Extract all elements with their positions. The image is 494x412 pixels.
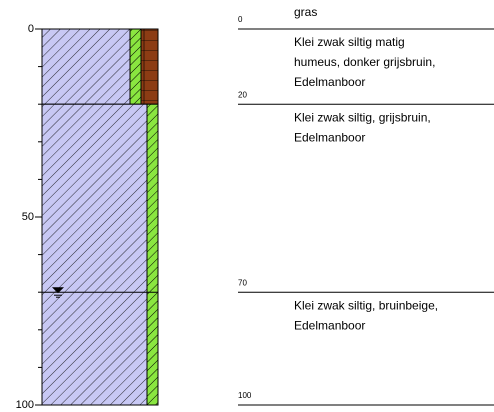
layer-description: humeus, donker grijsbruin, [294, 55, 435, 69]
green-strip [147, 104, 158, 405]
borehole-log: gras 0 50 100 0 20 70 100 Klei zwak siltig mati… [0, 0, 494, 412]
depth-label: 20 [238, 90, 247, 99]
surface-label: gras [294, 5, 317, 19]
depth-label: 70 [238, 278, 247, 287]
layer-description: Edelmanboor [294, 318, 365, 332]
layer-description: Edelmanboor [294, 130, 365, 144]
depth-label: 100 [238, 391, 252, 400]
y-tick-label: 0 [28, 23, 34, 35]
layer-description: Klei zwak siltig matig [294, 35, 405, 49]
brick-strip [141, 29, 158, 104]
layer-description: Edelmanboor [294, 75, 365, 89]
layer-description: Klei zwak siltig, grijsbruin, [294, 110, 431, 124]
humus-strip [130, 29, 141, 104]
clay-fill [42, 104, 147, 405]
layer-description: Klei zwak siltig, bruinbeige, [294, 298, 438, 312]
clay-fill [42, 29, 130, 104]
depth-label: 0 [238, 15, 243, 24]
y-tick-label: 100 [16, 399, 34, 411]
y-tick-label: 50 [22, 211, 34, 223]
